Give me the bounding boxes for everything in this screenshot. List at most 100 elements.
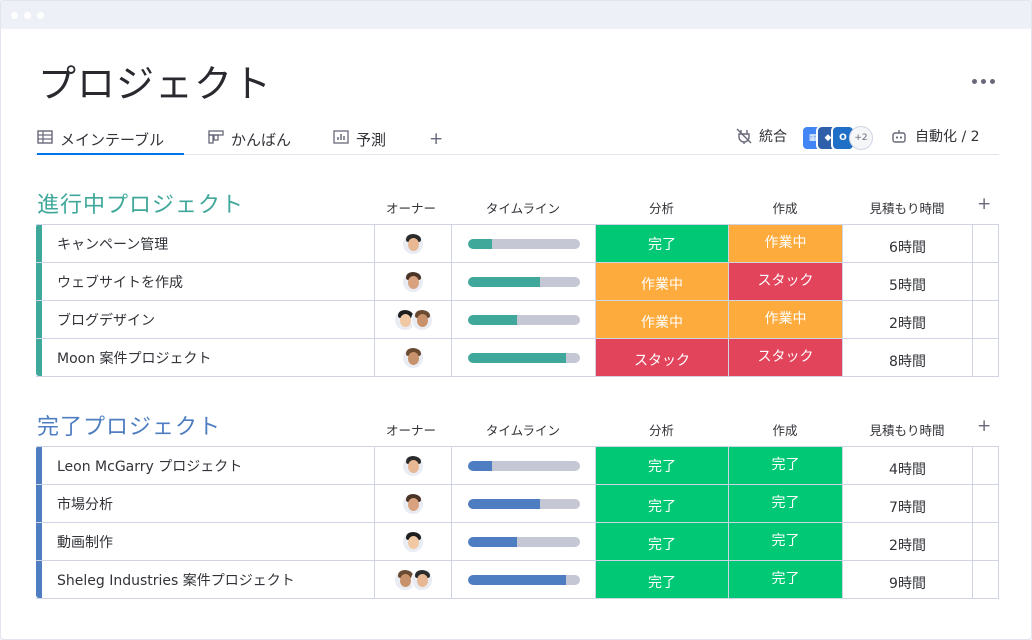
owner-avatars bbox=[402, 454, 424, 477]
timeline-cell[interactable] bbox=[451, 561, 595, 598]
analysis-status[interactable]: 完了 bbox=[595, 485, 728, 522]
owner-cell[interactable] bbox=[374, 339, 451, 376]
tab-kanban[interactable]: かんばん bbox=[208, 129, 291, 155]
item-name[interactable]: 動画制作 bbox=[57, 534, 113, 551]
owner-cell[interactable] bbox=[374, 485, 451, 522]
add-column-button[interactable]: + bbox=[977, 416, 992, 436]
creation-status[interactable]: 完了 bbox=[728, 485, 842, 522]
integrations-button[interactable]: 統合 bbox=[735, 126, 787, 146]
estimate-time[interactable]: 2時間 bbox=[842, 523, 972, 560]
empty-cell bbox=[972, 447, 999, 484]
avatar-face bbox=[408, 237, 419, 251]
avatar-face bbox=[399, 313, 411, 327]
robot-icon bbox=[892, 130, 906, 143]
owner-cell[interactable] bbox=[374, 523, 451, 560]
timeline-cell[interactable] bbox=[451, 523, 595, 560]
empty-cell bbox=[972, 301, 999, 338]
estimate-time[interactable]: 6時間 bbox=[842, 225, 972, 262]
analysis-status[interactable]: 完了 bbox=[595, 447, 728, 484]
timeline-cell[interactable] bbox=[451, 263, 595, 300]
owner-cell[interactable] bbox=[374, 263, 451, 300]
estimate-time[interactable]: 2時間 bbox=[842, 301, 972, 338]
group-title[interactable]: 進行中プロジェクト bbox=[37, 193, 245, 218]
creation-status[interactable]: 完了 bbox=[728, 523, 842, 560]
creation-status[interactable]: スタック bbox=[728, 263, 842, 300]
analysis-status[interactable]: 完了 bbox=[595, 225, 728, 262]
estimate-column-header[interactable]: 見積もり時間 bbox=[869, 423, 945, 438]
owner-cell[interactable] bbox=[374, 561, 451, 598]
item-name[interactable]: Moon 案件プロジェクト bbox=[57, 350, 212, 367]
owner-column-header[interactable]: オーナー bbox=[385, 423, 436, 438]
table-row[interactable]: キャンペーン管理 完了 作業中 6時間 bbox=[36, 225, 999, 263]
owner-cell[interactable] bbox=[374, 301, 451, 338]
timeline-bar bbox=[467, 498, 580, 509]
automation-button[interactable]: 自動化 / 2 bbox=[891, 126, 980, 146]
analysis-status[interactable]: スタック bbox=[595, 339, 728, 376]
integration-apps[interactable]: ▦ ◆ O +2 bbox=[801, 125, 875, 151]
owner-cell[interactable] bbox=[374, 225, 451, 262]
group-title[interactable]: 完了プロジェクト bbox=[37, 415, 222, 440]
table-row[interactable]: Leon McGarry プロジェクト 完了 完了 4時間 bbox=[36, 447, 999, 485]
tab-forecast[interactable]: 予測 bbox=[333, 129, 386, 155]
add-column-button[interactable]: + bbox=[977, 194, 992, 214]
creation-status[interactable]: 完了 bbox=[728, 447, 842, 484]
owner-avatars bbox=[402, 232, 424, 255]
creation-status[interactable]: スタック bbox=[728, 339, 842, 376]
timeline-fill bbox=[467, 536, 517, 547]
view-tabs: メインテーブル かんばん 予測 + bbox=[35, 125, 999, 155]
timeline-fill bbox=[467, 352, 567, 363]
analysis-status[interactable]: 完了 bbox=[595, 523, 728, 560]
estimate-time[interactable]: 7時間 bbox=[842, 485, 972, 522]
estimate-time[interactable]: 8時間 bbox=[842, 339, 972, 376]
item-name[interactable]: 市場分析 bbox=[57, 496, 113, 513]
timeline-column-header[interactable]: タイムライン bbox=[485, 201, 561, 216]
item-name[interactable]: Leon McGarry プロジェクト bbox=[57, 458, 243, 475]
creation-status[interactable]: 作業中 bbox=[728, 225, 842, 262]
analysis-status[interactable]: 完了 bbox=[595, 561, 728, 598]
owner-column-header[interactable]: オーナー bbox=[385, 201, 436, 216]
timeline-cell[interactable] bbox=[451, 225, 595, 262]
item-name[interactable]: Sheleg Industries 案件プロジェクト bbox=[57, 572, 295, 589]
analysis-column-header[interactable]: 分析 bbox=[648, 423, 674, 438]
timeline-cell[interactable] bbox=[451, 301, 595, 338]
kanban-icon bbox=[208, 130, 224, 144]
estimate-column-header[interactable]: 見積もり時間 bbox=[869, 201, 945, 216]
item-name[interactable]: キャンペーン管理 bbox=[57, 236, 169, 253]
analysis-status[interactable]: 作業中 bbox=[595, 263, 728, 300]
more-options-icon[interactable] bbox=[963, 71, 1003, 91]
avatar bbox=[402, 530, 424, 553]
item-name[interactable]: ブログデザイン bbox=[57, 312, 155, 329]
timeline-cell[interactable] bbox=[451, 339, 595, 376]
add-view-button[interactable]: + bbox=[429, 129, 444, 149]
table-row[interactable]: Moon 案件プロジェクト スタック スタック 8時間 bbox=[36, 339, 999, 377]
creation-status[interactable]: 作業中 bbox=[728, 301, 842, 338]
analysis-column-header[interactable]: 分析 bbox=[648, 201, 674, 216]
avatar bbox=[410, 568, 433, 591]
creation-column-header[interactable]: 作成 bbox=[772, 423, 798, 438]
estimate-time[interactable]: 4時間 bbox=[842, 447, 972, 484]
tab-main-table[interactable]: メインテーブル bbox=[37, 129, 184, 155]
owner-cell[interactable] bbox=[374, 447, 451, 484]
timeline-cell[interactable] bbox=[451, 485, 595, 522]
analysis-status[interactable]: 作業中 bbox=[595, 301, 728, 338]
table-row[interactable]: ブログデザイン 作業中 作業中 2時間 bbox=[36, 301, 999, 339]
group-table: キャンペーン管理 完了 作業中 6時間 ウェブサイトを作成 作業中 スタック 5時間 ブログデザ… bbox=[36, 224, 999, 377]
table-row[interactable]: 市場分析 完了 完了 7時間 bbox=[36, 485, 999, 523]
estimate-time[interactable]: 9時間 bbox=[842, 561, 972, 598]
timeline-column-header[interactable]: タイムライン bbox=[485, 423, 561, 438]
avatar bbox=[402, 270, 424, 293]
avatar bbox=[402, 454, 424, 477]
estimate-time[interactable]: 5時間 bbox=[842, 263, 972, 300]
creation-column-header[interactable]: 作成 bbox=[772, 201, 798, 216]
item-name[interactable]: ウェブサイトを作成 bbox=[57, 274, 183, 291]
timeline-cell[interactable] bbox=[451, 447, 595, 484]
table-row[interactable]: ウェブサイトを作成 作業中 スタック 5時間 bbox=[36, 263, 999, 301]
timeline-bar bbox=[467, 536, 580, 547]
creation-status[interactable]: 完了 bbox=[728, 561, 842, 598]
table-row[interactable]: 動画制作 完了 完了 2時間 bbox=[36, 523, 999, 561]
table-row[interactable]: Sheleg Industries 案件プロジェクト 完了 完了 9時間 bbox=[36, 561, 999, 599]
timeline-fill bbox=[467, 460, 493, 471]
avatar bbox=[402, 346, 424, 369]
empty-cell bbox=[972, 485, 999, 522]
automation-label: 自動化 / 2 bbox=[915, 129, 980, 145]
